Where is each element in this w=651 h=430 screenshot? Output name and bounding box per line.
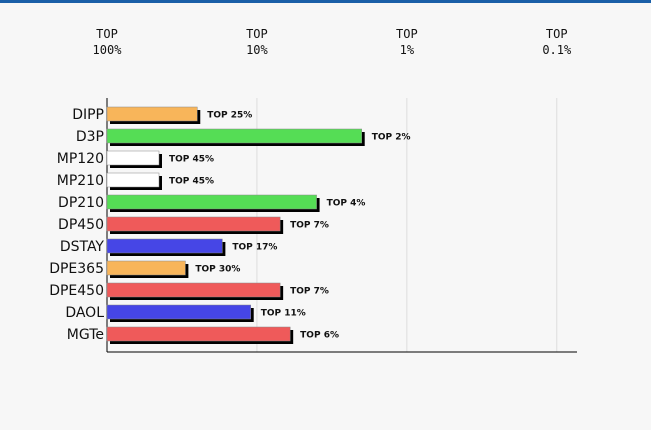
category-label: DP450 bbox=[58, 217, 104, 233]
value-label: TOP 7% bbox=[290, 287, 329, 297]
category-label: D3P bbox=[76, 129, 104, 145]
value-label: TOP 7% bbox=[290, 221, 329, 231]
bar bbox=[107, 129, 362, 143]
category-label: DP210 bbox=[58, 195, 104, 211]
bar bbox=[107, 151, 159, 165]
x-tick-label: TOP 0.1% bbox=[539, 26, 575, 58]
category-label: MGTe bbox=[67, 327, 104, 343]
value-label: TOP 2% bbox=[372, 133, 411, 143]
category-label: DAOL bbox=[65, 305, 104, 321]
chart: DIPP TOP 25% D3P TOP 2% MP120 TOP 45% MP210 TOP… bbox=[0, 0, 651, 430]
x-tick-label: TOP 10% bbox=[239, 26, 275, 58]
bar bbox=[107, 195, 317, 209]
bar bbox=[107, 283, 280, 297]
category-label: DPE365 bbox=[49, 261, 104, 277]
value-label: TOP 25% bbox=[207, 111, 252, 121]
value-label: TOP 30% bbox=[195, 265, 240, 275]
bar bbox=[107, 107, 197, 121]
bar bbox=[107, 305, 251, 319]
category-label: DSTAY bbox=[60, 239, 105, 255]
value-label: TOP 17% bbox=[232, 243, 277, 253]
x-tick-label: TOP 1% bbox=[389, 26, 425, 58]
category-label: MP120 bbox=[57, 151, 104, 167]
page: DIPP TOP 25% D3P TOP 2% MP120 TOP 45% MP210 TOP… bbox=[0, 0, 651, 430]
bar bbox=[107, 217, 280, 231]
bar bbox=[107, 239, 222, 253]
category-label: MP210 bbox=[57, 173, 104, 189]
category-label: DPE450 bbox=[49, 283, 104, 299]
value-label: TOP 6% bbox=[300, 331, 339, 341]
value-label: TOP 45% bbox=[169, 177, 214, 187]
bar bbox=[107, 327, 290, 341]
bar bbox=[107, 173, 159, 187]
category-label: DIPP bbox=[72, 107, 104, 123]
bar bbox=[107, 261, 185, 275]
value-label: TOP 11% bbox=[261, 309, 306, 319]
x-tick-label: TOP 100% bbox=[89, 26, 125, 58]
value-label: TOP 4% bbox=[327, 199, 366, 209]
value-label: TOP 45% bbox=[169, 155, 214, 165]
